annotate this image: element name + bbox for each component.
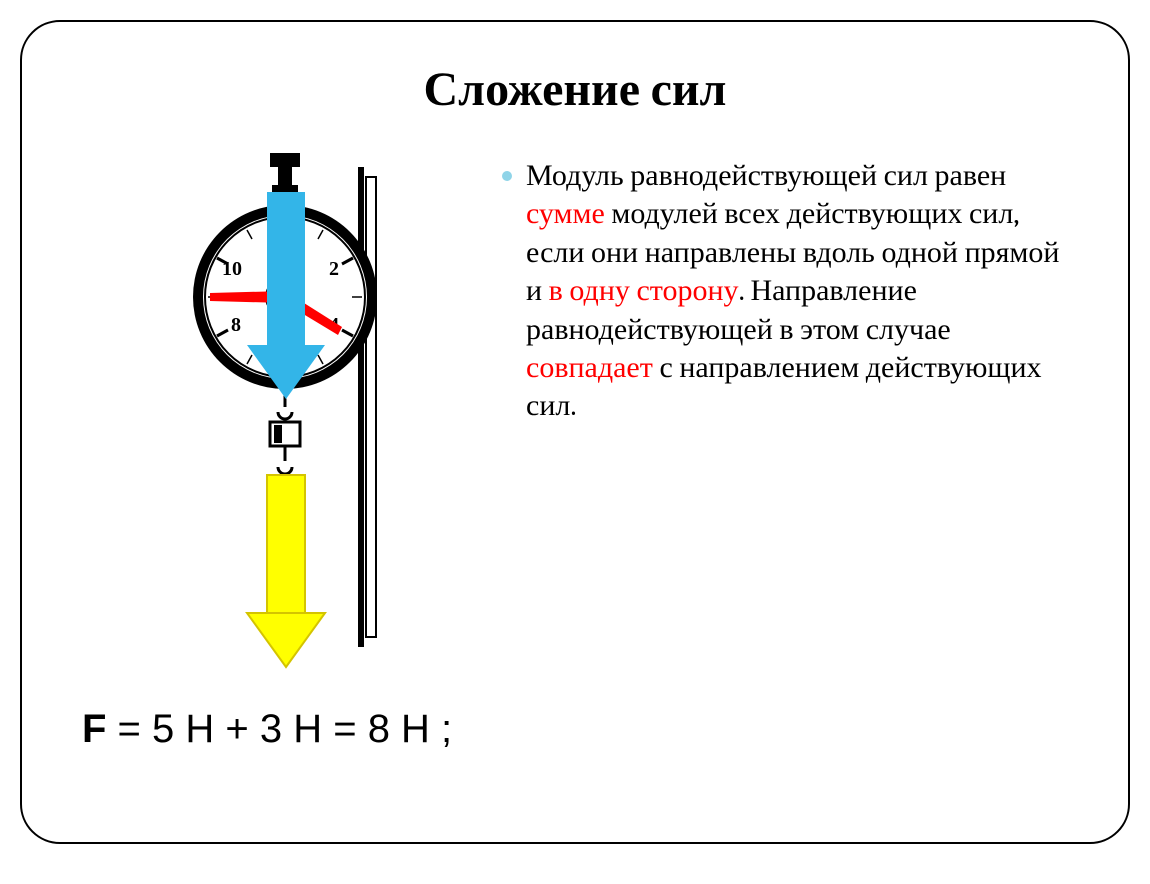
body-p1: Модуль равнодействующей сил равен	[526, 158, 1006, 193]
body-paragraph: Модуль равнодействующей сил равен сумме …	[526, 157, 1078, 426]
svg-text:8: 8	[231, 314, 241, 336]
dynamometer-figure: 12 2 4 6 8 10	[102, 147, 462, 677]
equation-var: F	[82, 707, 106, 751]
bullet-icon	[502, 171, 512, 181]
svg-text:2: 2	[329, 258, 339, 280]
content-row: 12 2 4 6 8 10	[72, 147, 1078, 752]
equation: F = 5 Н + 3 Н = 8 Н ;	[82, 707, 452, 752]
rod	[358, 167, 376, 647]
force-arrow-2	[247, 475, 325, 667]
figure-column: 12 2 4 6 8 10	[72, 147, 492, 752]
body-h1: сумме	[526, 196, 605, 231]
hook-and-weight	[270, 389, 300, 474]
svg-text:10: 10	[222, 258, 242, 280]
text-column: Модуль равнодействующей сил равен сумме …	[492, 147, 1078, 426]
top-hanger	[270, 153, 300, 195]
bullet-row: Модуль равнодействующей сил равен сумме …	[502, 157, 1078, 426]
body-h2: в одну сторону	[549, 273, 739, 308]
slide-title: Сложение сил	[72, 62, 1078, 117]
slide-frame: Сложение сил	[20, 20, 1130, 844]
equation-rhs: = 5 Н + 3 Н = 8 Н ;	[106, 707, 452, 751]
body-h3: совпадает	[526, 350, 653, 385]
